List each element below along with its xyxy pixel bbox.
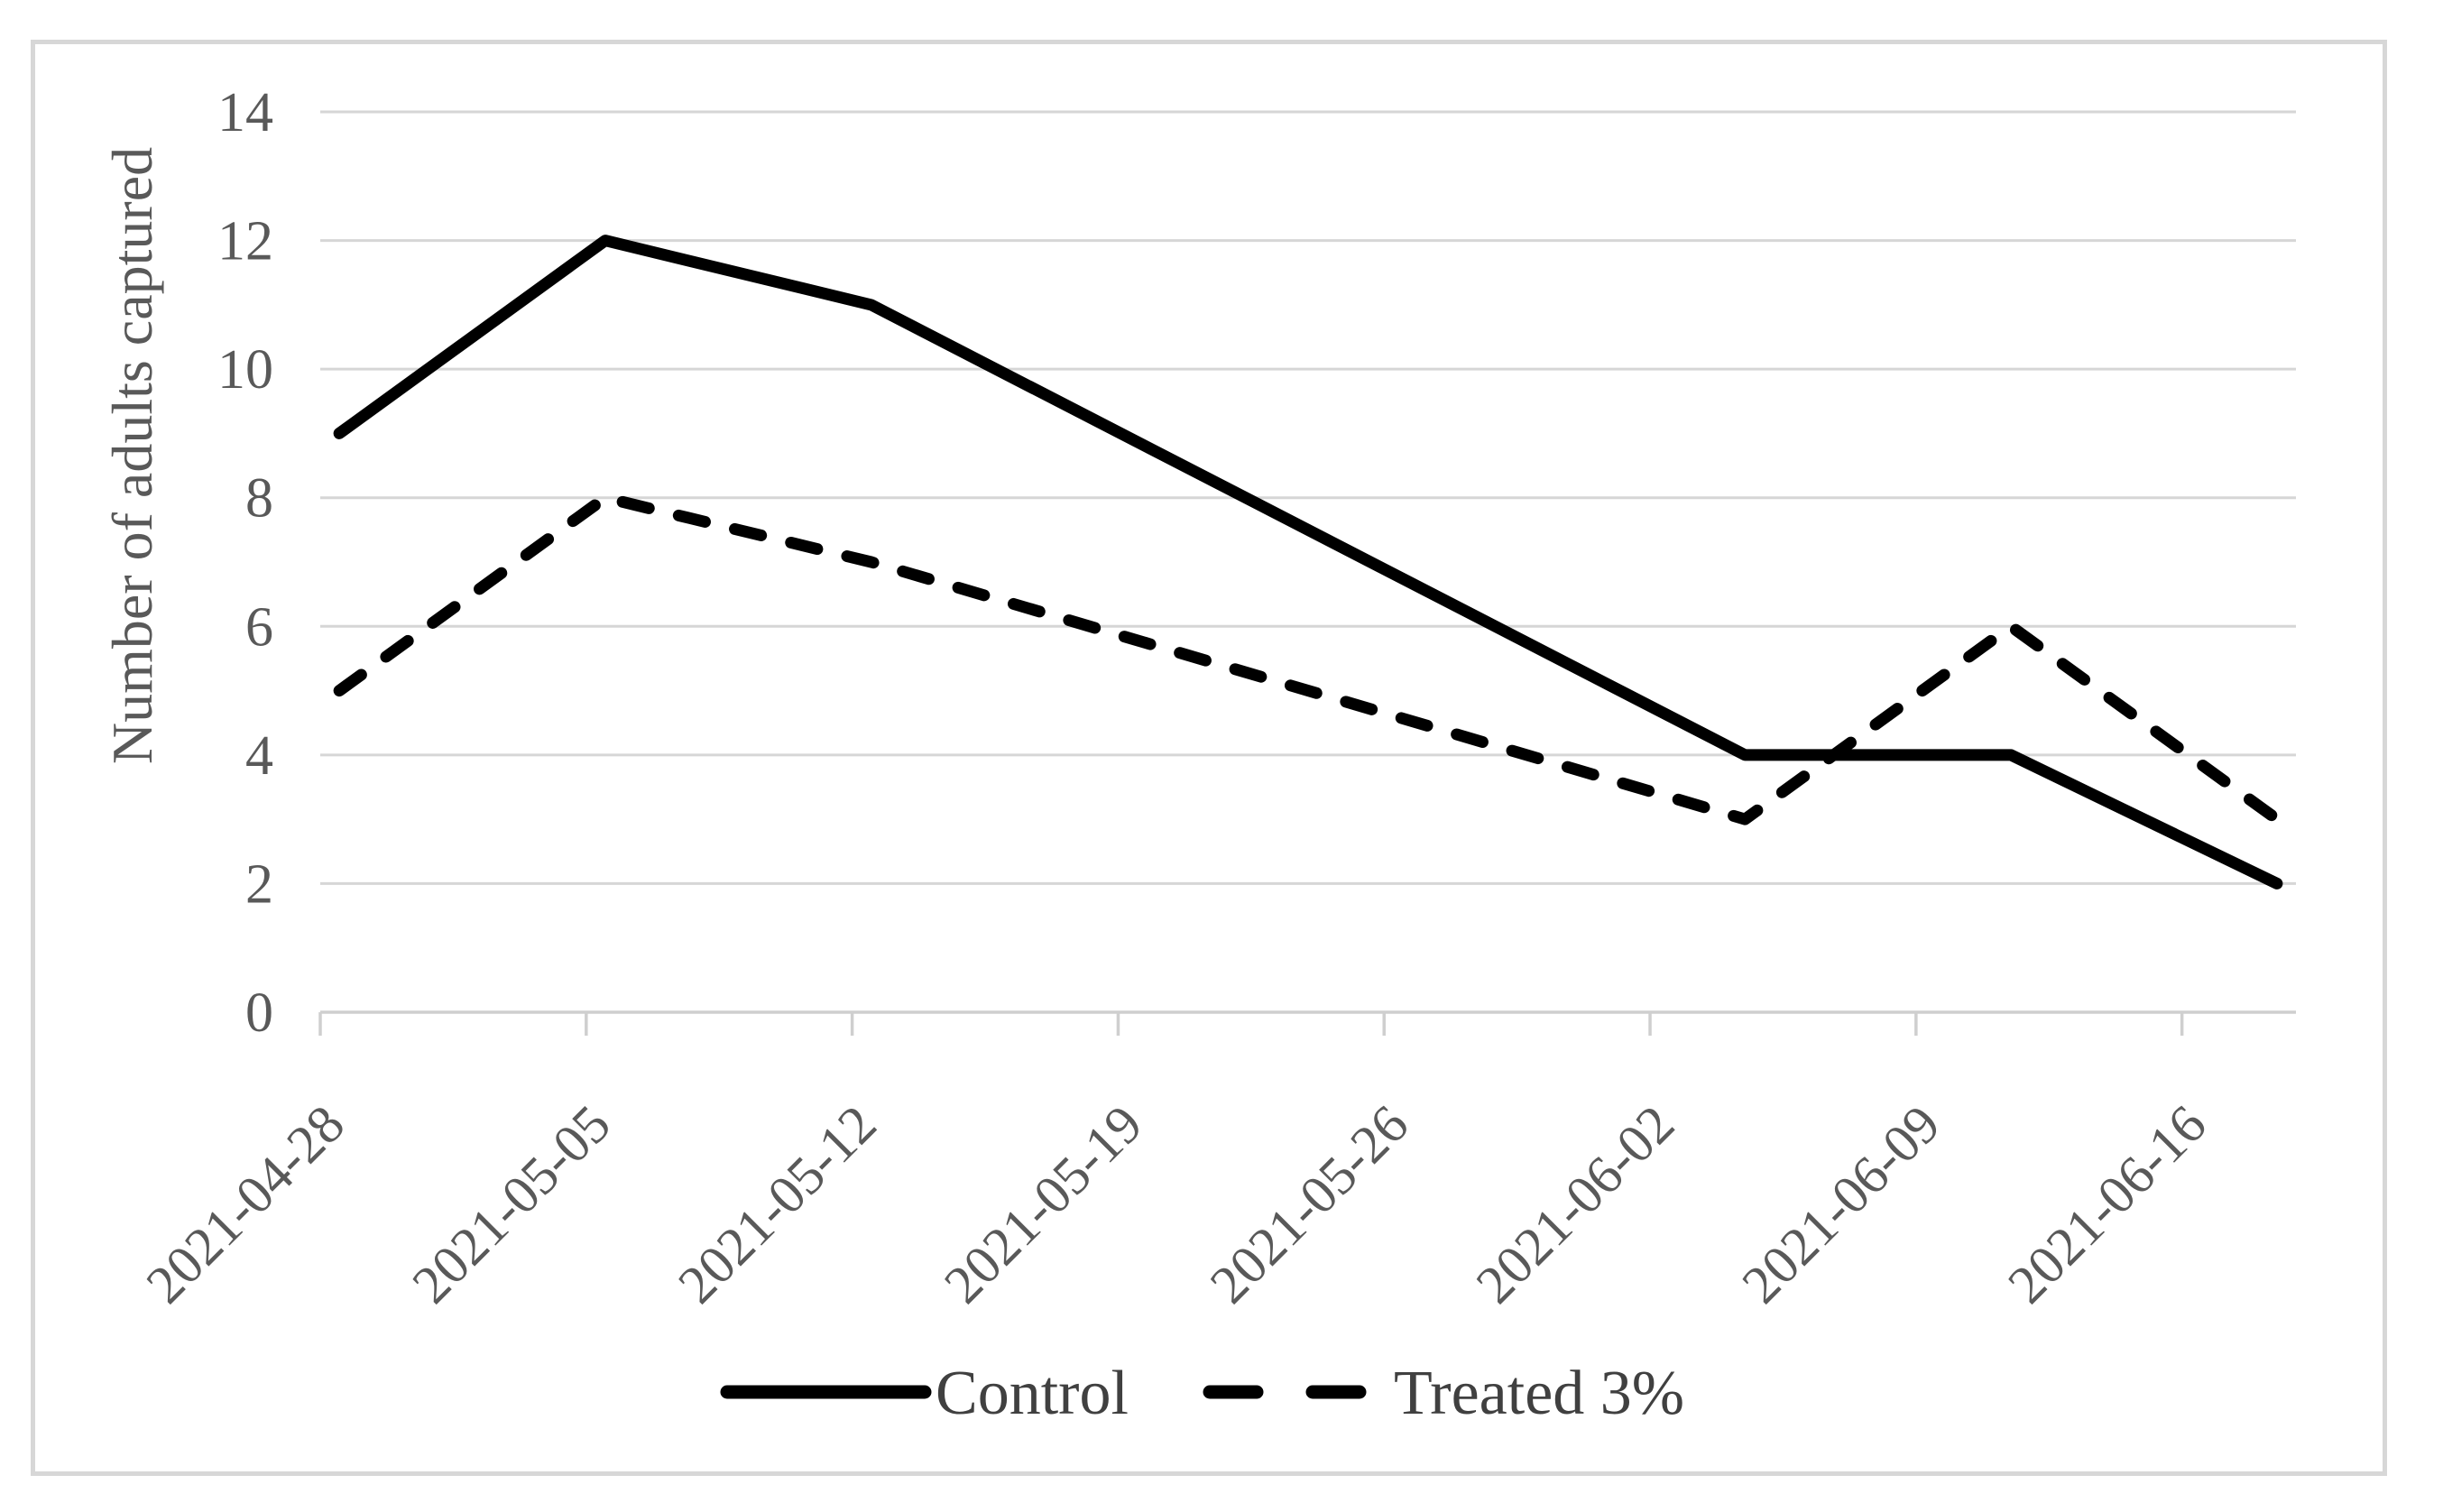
x-tick-label: 2021-06-16: [1996, 1094, 2217, 1315]
y-tick-label: 4: [245, 725, 273, 787]
y-tick-label: 12: [217, 211, 273, 272]
x-tick-label: 2021-06-02: [1465, 1094, 1686, 1315]
x-tick-label: 2021-06-09: [1730, 1094, 1951, 1315]
y-tick-label: 6: [245, 596, 273, 658]
y-tick-label: 0: [245, 982, 273, 1044]
y-tick-label: 2: [245, 853, 273, 915]
legend-control-label: Control: [936, 1359, 1129, 1428]
x-tick-label: 2021-05-12: [667, 1094, 888, 1315]
x-tick-label: 2021-05-05: [401, 1094, 622, 1315]
x-tick-label: 2021-04-28: [135, 1094, 356, 1315]
y-tick-label: 14: [217, 82, 273, 143]
treated-series-line: [333, 492, 2283, 825]
y-axis-title: Number of adults captured: [100, 147, 164, 764]
y-tick-label: 8: [245, 468, 273, 530]
x-tick-label: 2021-05-26: [1199, 1094, 1420, 1315]
y-tick-label: 10: [217, 339, 273, 401]
legend-treated-label: Treated 3%: [1394, 1359, 1684, 1428]
control-series-line: [333, 235, 2283, 890]
x-tick-label: 2021-05-19: [933, 1094, 1154, 1315]
